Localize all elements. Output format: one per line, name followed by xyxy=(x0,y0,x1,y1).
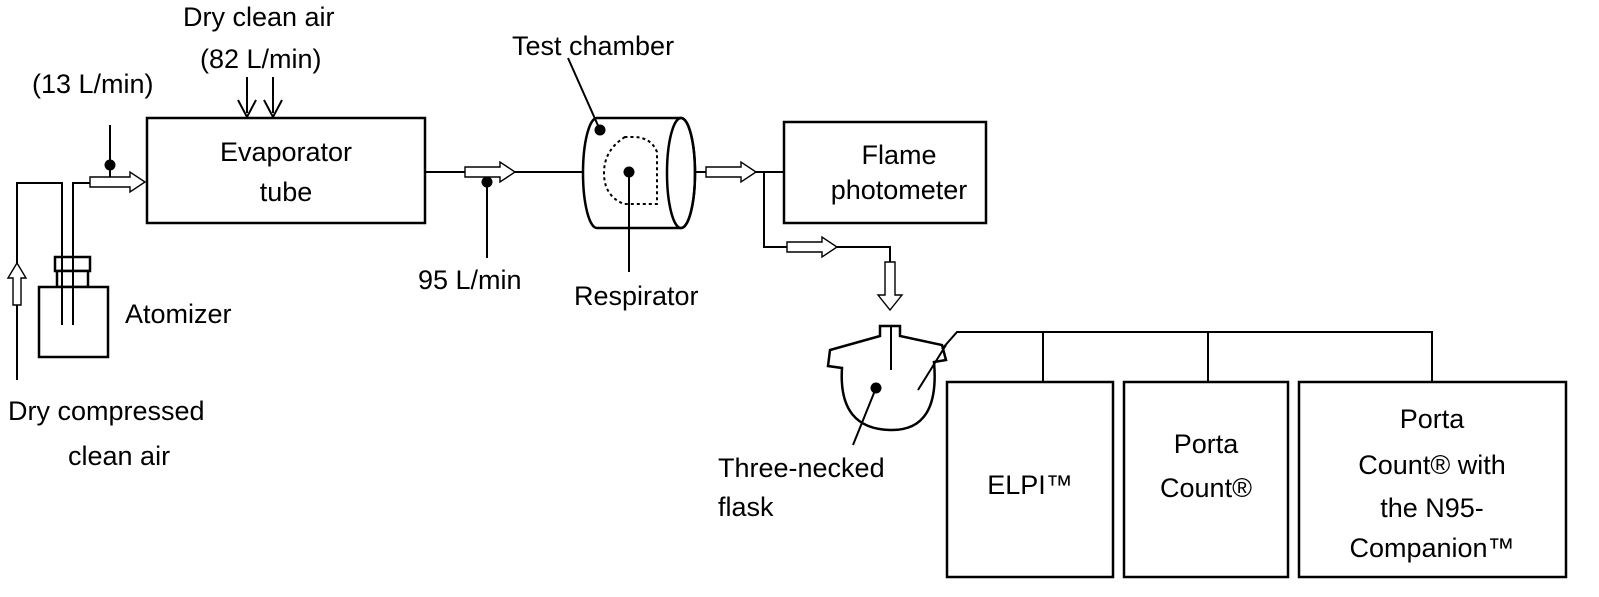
elpi-label: ELPI™ xyxy=(987,470,1073,500)
porta-count-n95-label-4: Companion™ xyxy=(1349,533,1514,563)
respirator-marker xyxy=(623,166,635,178)
flask-label-2: flask xyxy=(718,492,774,522)
elpi-box xyxy=(945,380,1115,579)
flow-95-label: 95 L/min xyxy=(418,265,522,295)
flask-inlet-arrow xyxy=(876,261,904,312)
test-chamber-label: Test chamber xyxy=(512,31,674,61)
flow-95-marker xyxy=(481,176,493,188)
atomizer-flow-arrow xyxy=(89,170,147,194)
evaporator-flow-arrow xyxy=(464,160,517,184)
porta-count-n95-box xyxy=(1297,380,1568,579)
respirator-label: Respirator xyxy=(574,281,699,311)
flow-13-marker xyxy=(104,159,116,171)
compressed-air-up-arrow xyxy=(6,261,28,306)
respirator-outline xyxy=(602,136,658,205)
porta-count-n95-label-3: the N95- xyxy=(1380,493,1484,523)
porta-count-box xyxy=(1122,380,1290,579)
chamber-flow-arrow xyxy=(705,160,758,184)
flame-photometer-label-2: photometer xyxy=(831,175,968,205)
evaporator-label-2: tube xyxy=(260,177,313,207)
evaporator-label-1: Evaporator xyxy=(220,137,352,167)
dry-clean-air-label-1: Dry clean air xyxy=(183,2,335,32)
porta-count-label-2: Count® xyxy=(1160,473,1252,503)
atomizer xyxy=(37,255,110,359)
branch-flow-arrow xyxy=(786,235,839,259)
test-chamber-marker xyxy=(594,124,606,136)
porta-count-n95-label-1: Porta xyxy=(1400,404,1466,434)
evaporator-tube-box xyxy=(145,116,427,225)
atomizer-label: Atomizer xyxy=(125,299,232,329)
compressed-air-label-2: clean air xyxy=(68,441,170,471)
three-necked-flask xyxy=(826,324,948,432)
flame-photometer-box xyxy=(782,120,988,225)
compressed-air-label-1: Dry compressed xyxy=(8,396,205,426)
flame-photometer-label-1: Flame xyxy=(861,140,936,170)
porta-count-n95-label-2: Count® with xyxy=(1358,450,1505,480)
dry-clean-air-arrows xyxy=(237,77,283,120)
flask-label-1: Three-necked xyxy=(718,453,885,483)
flow-13-label: (13 L/min) xyxy=(32,69,154,99)
dry-clean-air-label-2: (82 L/min) xyxy=(200,44,322,74)
porta-count-label-1: Porta xyxy=(1174,429,1240,459)
manifold-line xyxy=(941,331,1433,382)
flask-marker xyxy=(870,382,882,394)
